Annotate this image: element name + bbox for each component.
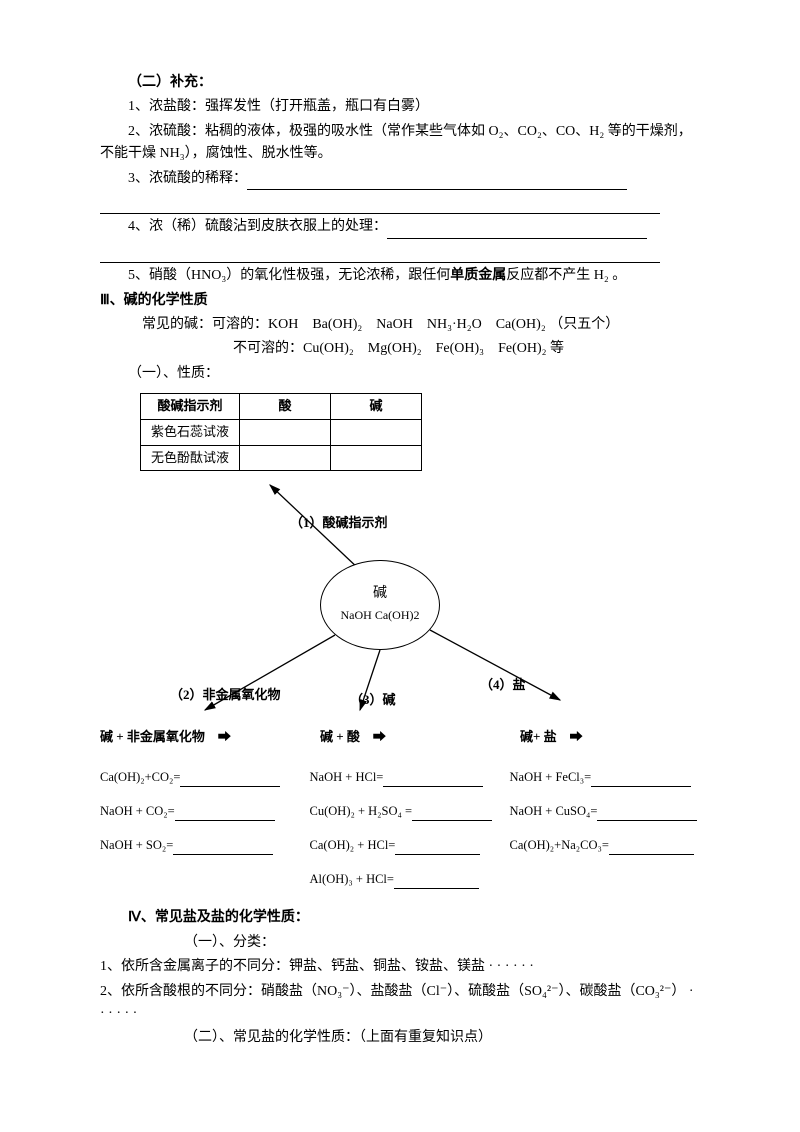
- head-acid: 碱 + 酸 ➡: [320, 727, 520, 748]
- s1-l4-text: 4、浓（稀）硫酸沾到皮肤衣服上的处理：: [128, 219, 387, 234]
- s1-l3: 3、浓硫酸的稀释：: [100, 168, 700, 190]
- eq2a: NaOH + CO₂=: [100, 804, 175, 818]
- th-indicator: 酸碱指示剂: [141, 394, 240, 420]
- blank: [591, 774, 691, 788]
- row-phenol: 无色酚酞试液: [141, 445, 240, 471]
- s3-l2: 1、依所含金属离子的不同分：钾盐、钙盐、铜盐、铵盐、镁盐 · · · · · ·: [100, 956, 700, 978]
- section2-title: （二）补充：: [100, 72, 700, 94]
- section3-title: Ⅲ、碱的化学性质: [100, 290, 700, 312]
- eq3b: Ca(OH)₂ + HCl=: [310, 838, 396, 852]
- s1-l1: 1、浓盐酸：强挥发性（打开瓶盖，瓶口有白雾）: [100, 96, 700, 118]
- eq3c: Ca(OH)₂+Na₂CO₃=: [510, 838, 609, 852]
- arrow1-label: （1）酸碱指示剂: [290, 513, 388, 534]
- blank-line: [100, 247, 660, 263]
- s3-l3: 2、依所含酸根的不同分：硝酸盐（NO₃⁻）、盐酸盐（Cl⁻）、硫酸盐（SO₄²⁻…: [100, 981, 700, 1026]
- arrow4-label: （4）盐: [480, 675, 526, 696]
- s1-l5b: 单质金属: [450, 268, 506, 283]
- blank: [609, 842, 694, 856]
- section4-title: Ⅳ、常见盐及盐的化学性质：: [100, 907, 700, 929]
- blank: [412, 808, 492, 822]
- blank: [597, 808, 697, 822]
- cell-blank: [331, 445, 422, 471]
- cell-blank: [331, 419, 422, 445]
- center-label2: NaOH Ca(OH)2: [321, 606, 439, 625]
- s1-l3-text: 3、浓硫酸的稀释：: [128, 171, 247, 186]
- head-salt: 碱+ 盐 ➡: [520, 727, 680, 748]
- equation-grid: Ca(OH)₂+CO₂= NaOH + HCl= NaOH + FeCl₃= N…: [100, 767, 700, 889]
- s1-l5: 5、硝酸（HNO₃）的氧化性极强，无论浓稀，跟任何单质金属反应都不产生 H₂ 。: [100, 265, 700, 287]
- cell-blank: [240, 419, 331, 445]
- eq3a: NaOH + SO₂=: [100, 838, 173, 852]
- blank: [175, 808, 275, 822]
- blank: [394, 876, 479, 890]
- eq4b: Al(OH)₃ + HCl=: [310, 872, 394, 886]
- arrow2-label: （2）非金属氧化物: [170, 685, 281, 706]
- base-diagram: 碱 NaOH Ca(OH)2 （1）酸碱指示剂 （2）非金属氧化物 （3）碱 （…: [100, 475, 700, 765]
- s1-l4: 4、浓（稀）硫酸沾到皮肤衣服上的处理：: [100, 216, 700, 238]
- blank: [173, 842, 273, 856]
- row-litmus: 紫色石蕊试液: [141, 419, 240, 445]
- eq1a: Ca(OH)₂+CO₂=: [100, 770, 180, 784]
- s2-l3: （一）、性质：: [100, 363, 700, 385]
- s2-l2: 不可溶的：Cu(OH)₂ Mg(OH)₂ Fe(OH)₃ Fe(OH)₂ 等: [100, 338, 700, 360]
- eq2b: Cu(OH)₂ + H₂SO₄ =: [310, 804, 413, 818]
- s1-l5a: 5、硝酸（HNO₃）的氧化性极强，无论浓稀，跟任何: [128, 268, 450, 283]
- s1-l5c: 反应都不产生 H₂ 。: [506, 268, 626, 283]
- s3-l1: （一）、分类：: [100, 932, 700, 954]
- s1-l2: 2、浓硫酸：粘稠的液体，极强的吸水性（常作某些气体如 O₂、CO₂、CO、H₂ …: [100, 121, 700, 166]
- eq1b: NaOH + HCl=: [310, 770, 384, 784]
- s3-l4: （二）、常见盐的化学性质：（上面有重复知识点）: [100, 1027, 700, 1049]
- cell-blank: [240, 445, 331, 471]
- blank-line: [100, 198, 660, 214]
- blank: [180, 774, 280, 788]
- blank-line: [247, 174, 627, 190]
- th-base: 碱: [331, 394, 422, 420]
- center-node: 碱 NaOH Ca(OH)2: [320, 560, 440, 650]
- arrow3-label: （3）碱: [350, 690, 396, 711]
- head-oxide: 碱 + 非金属氧化物 ➡: [100, 727, 320, 748]
- th-acid: 酸: [240, 394, 331, 420]
- eq1c: NaOH + FeCl₃=: [510, 770, 592, 784]
- s2-l1: 常见的碱：可溶的：KOH Ba(OH)₂ NaOH NH₃·H₂O Ca(OH)…: [100, 314, 700, 336]
- blank-line: [387, 222, 647, 238]
- eq2c: NaOH + CuSO₄=: [510, 804, 598, 818]
- blank: [395, 842, 480, 856]
- blank: [383, 774, 483, 788]
- indicator-table: 酸碱指示剂 酸 碱 紫色石蕊试液 无色酚酞试液: [140, 393, 422, 471]
- center-label1: 碱: [321, 583, 439, 605]
